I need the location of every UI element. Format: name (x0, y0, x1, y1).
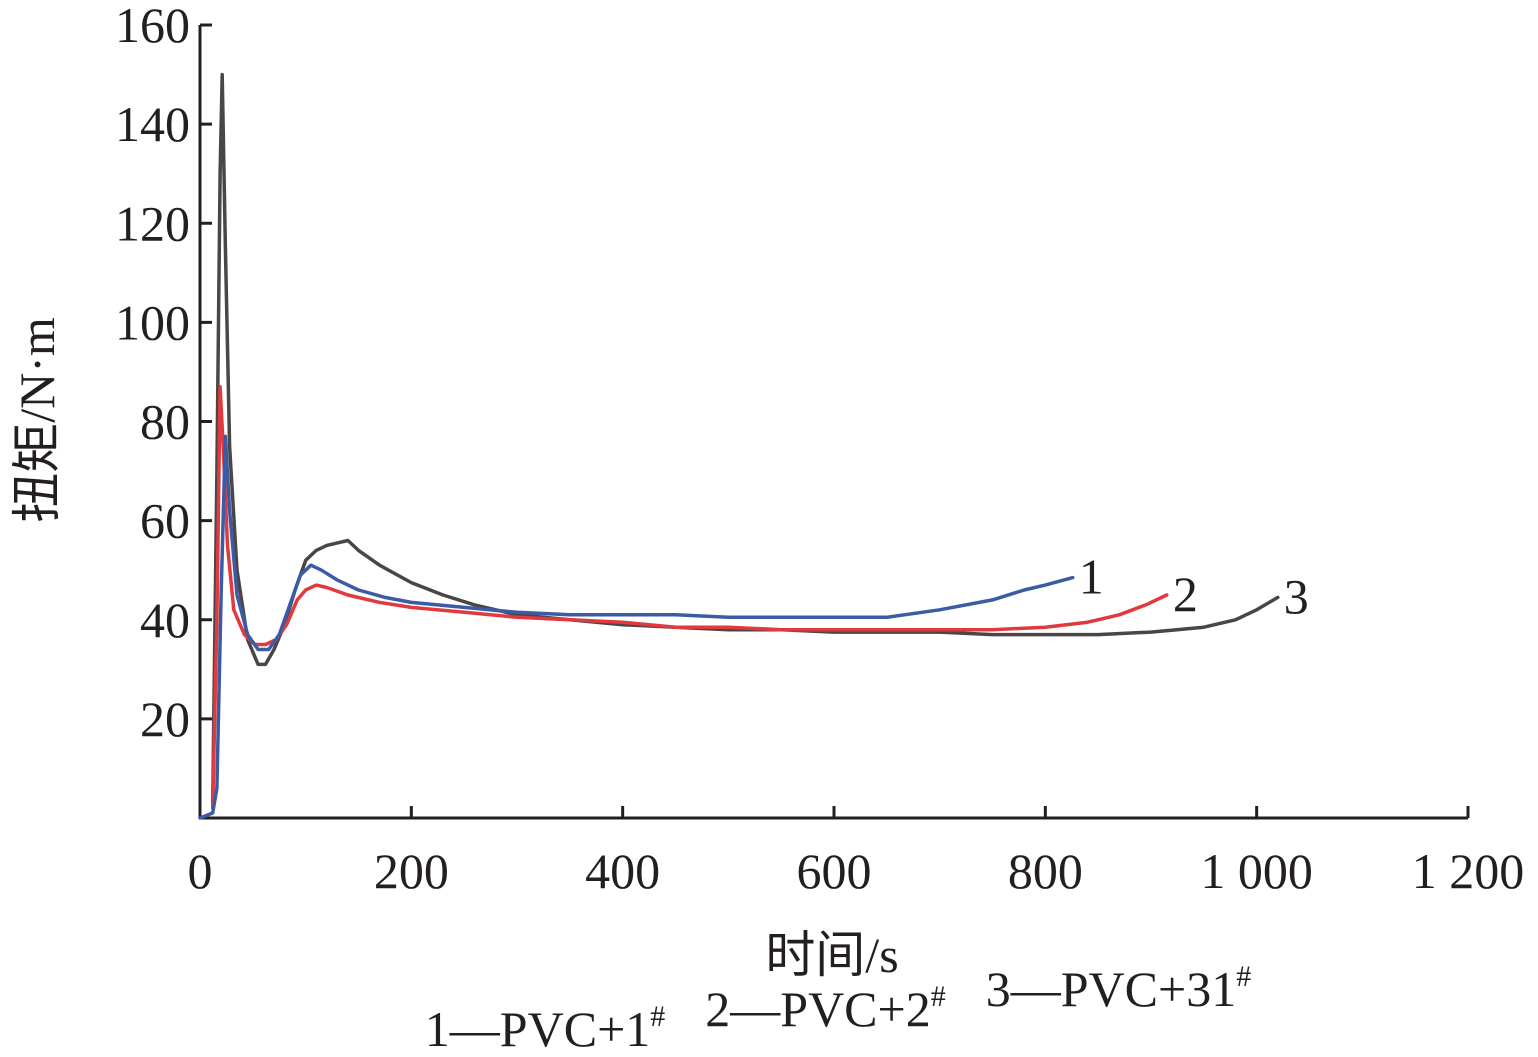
y-tick-label: 20 (140, 691, 190, 747)
y-axis-title: 扭矩/N·m (9, 317, 65, 523)
legend-entry: 3—PVC+31 (986, 961, 1236, 1017)
y-tick-label: 120 (115, 195, 190, 251)
x-ticks: 0 200 400 600 800 1 000 1 200 (188, 806, 1525, 899)
legend: 1—PVC+1# 2—PVC+2# 3—PVC+31# (425, 960, 1251, 1057)
y-tick-label: 60 (140, 493, 190, 549)
y-tick-label: 140 (115, 96, 190, 152)
x-tick-label: 600 (797, 843, 872, 899)
legend-entry: 1—PVC+1 (425, 1001, 650, 1057)
x-tick-label: 200 (374, 843, 449, 899)
series-label-3: 3 (1284, 568, 1309, 624)
series-labels: 1 2 3 (1079, 549, 1309, 625)
y-ticks: 20 40 60 80 100 120 140 160 (115, 0, 212, 747)
legend-superscript: # (1236, 960, 1251, 993)
x-tick-label: 1 200 (1412, 843, 1525, 899)
y-tick-label: 160 (115, 0, 190, 53)
y-tick-label: 40 (140, 592, 190, 648)
x-tick-label: 1 000 (1200, 843, 1313, 899)
y-tick-label: 100 (115, 294, 190, 350)
legend-superscript: # (931, 980, 946, 1013)
series-label-1: 1 (1079, 549, 1104, 605)
legend-superscript: # (650, 1000, 665, 1033)
plot-area: 20 40 60 80 100 120 140 160 0 200 400 600 800 1 000 1… (115, 0, 1524, 899)
series-line-1 (198, 434, 1075, 820)
series-line-3 (210, 72, 1280, 805)
x-tick-label: 400 (585, 843, 660, 899)
x-tick-label: 800 (1008, 843, 1083, 899)
x-axis-title: 时间/s (765, 927, 898, 983)
x-tick-label: 0 (188, 843, 213, 899)
series-line-2 (210, 385, 1169, 810)
series-group (198, 72, 1280, 820)
series-label-2: 2 (1173, 566, 1198, 622)
legend-entry: 2—PVC+2 (705, 981, 930, 1037)
y-tick-label: 80 (140, 394, 190, 450)
